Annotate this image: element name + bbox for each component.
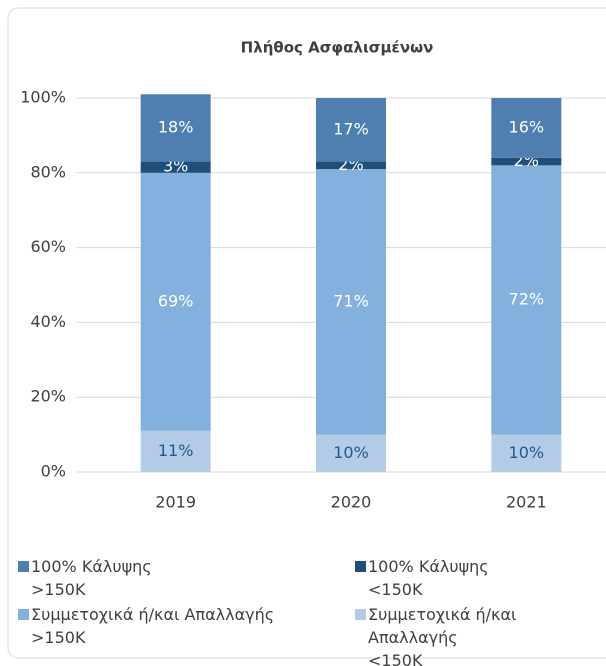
- x-tick-label: 2019: [155, 493, 196, 512]
- bar-segment: [140, 430, 211, 472]
- bar-segment: [140, 94, 211, 162]
- y-tick-label: 20%: [30, 387, 66, 406]
- bar-segment: [491, 98, 562, 158]
- data-label: 18%: [158, 117, 194, 136]
- bar-segment: [316, 161, 386, 170]
- bar-segment: [316, 434, 386, 472]
- bar-segment: [491, 165, 562, 435]
- chart-title: Πλήθος Ασφαλισμένων: [241, 39, 434, 57]
- legend-label: 100% Κάλυψης <150K: [368, 557, 489, 599]
- data-label: 71%: [333, 291, 369, 310]
- y-tick-label: 40%: [30, 312, 66, 331]
- x-tick-label: 2021: [506, 493, 547, 512]
- data-label: 11%: [158, 441, 194, 460]
- legend-label: Συμμετοχικά ή/και Απαλλαγής >150K: [31, 605, 275, 647]
- y-tick-label: 0%: [41, 462, 66, 481]
- data-label: 17%: [333, 119, 369, 138]
- legend-label: 100% Κάλυψης >150K: [31, 557, 152, 599]
- y-tick-label: 100%: [20, 88, 66, 107]
- legend-swatch: [355, 609, 366, 620]
- legend-swatch: [18, 561, 29, 572]
- y-tick-label: 80%: [30, 162, 66, 181]
- x-tick-label: 2020: [331, 493, 372, 512]
- data-label: 10%: [509, 443, 545, 462]
- y-tick-label: 60%: [30, 237, 66, 256]
- data-label: 16%: [509, 117, 545, 136]
- bar-segment: [491, 157, 562, 166]
- bar-segment: [140, 161, 211, 173]
- legend-swatch: [18, 609, 29, 620]
- bar-segment: [140, 172, 211, 431]
- bar-segment: [491, 434, 562, 472]
- data-label: 72%: [509, 289, 545, 308]
- bar-segment: [316, 169, 386, 435]
- legend-label: Συμμετοχικά ή/και Απαλλαγής <150K: [368, 605, 517, 666]
- data-label: 10%: [333, 443, 369, 462]
- legend-swatch: [355, 561, 366, 572]
- bar-segment: [316, 98, 386, 162]
- data-label: 69%: [158, 291, 194, 310]
